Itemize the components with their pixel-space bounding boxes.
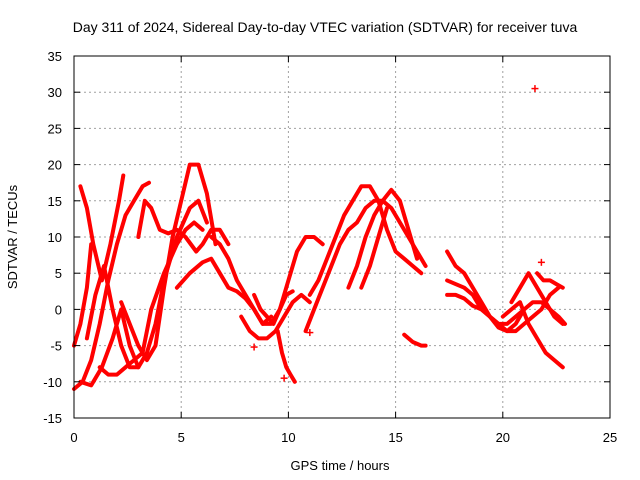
series-track-x: [535, 271, 565, 290]
y-tick-label: 20: [48, 158, 62, 173]
series-track-q: [359, 206, 389, 290]
y-tick-label: -10: [43, 375, 62, 390]
outlier-point: [306, 329, 314, 337]
series-track-h: [119, 162, 218, 363]
y-tick-label: -15: [43, 411, 62, 426]
series-track-r: [402, 332, 428, 348]
outlier-point: [531, 85, 539, 93]
series-track-p: [346, 187, 419, 290]
series-track-n: [303, 198, 428, 334]
x-tick-label: 10: [281, 430, 295, 445]
ticks: [73, 55, 611, 419]
y-tick-label: 25: [48, 121, 62, 136]
x-tick-label: 5: [178, 430, 185, 445]
series-track-t: [445, 278, 561, 334]
series-track-w: [509, 271, 565, 326]
series-track-j: [209, 235, 325, 326]
y-tick-label: 5: [55, 266, 62, 281]
x-tick-label: 25: [603, 430, 617, 445]
series-track-s: [445, 249, 567, 334]
outlier-point: [537, 258, 545, 266]
y-axis-label: SDTVAR / TECUs: [5, 184, 20, 289]
data-layer: [72, 85, 567, 391]
x-tick-label: 20: [496, 430, 510, 445]
x-tick-label: 15: [388, 430, 402, 445]
series-track-f: [84, 198, 209, 370]
series-track-v: [500, 300, 565, 370]
x-tick-label: 0: [70, 430, 77, 445]
series-track-d: [78, 307, 141, 388]
y-tick-label: -5: [50, 339, 62, 354]
series-track-a: [72, 180, 151, 391]
x-tick-labels: 0 5 10 15 20 25: [70, 430, 617, 445]
y-tick-label: 15: [48, 194, 62, 209]
series-track-b: [78, 173, 126, 283]
series-track-k: [239, 292, 312, 341]
chart-title: Day 311 of 2024, Sidereal Day-to-day VTE…: [73, 19, 578, 35]
y-tick-label: 30: [48, 85, 62, 100]
series-track-c: [72, 242, 94, 348]
outlier-point: [250, 343, 258, 351]
x-axis-label: GPS time / hours: [291, 458, 390, 473]
y-tick-label: 0: [55, 302, 62, 317]
series-track-e: [97, 220, 205, 377]
y-tick-label: 35: [48, 49, 62, 64]
y-tick-label: 10: [48, 230, 62, 245]
grid: [74, 56, 610, 418]
series-track-u: [445, 292, 527, 326]
series-track-l: [252, 289, 295, 326]
y-tick-labels: -15 -10 -5 0 5 10 15 20 25 30 35: [43, 49, 62, 426]
series-track-o: [307, 184, 424, 297]
outlier-point: [280, 374, 288, 382]
series-track-m: [275, 329, 297, 384]
